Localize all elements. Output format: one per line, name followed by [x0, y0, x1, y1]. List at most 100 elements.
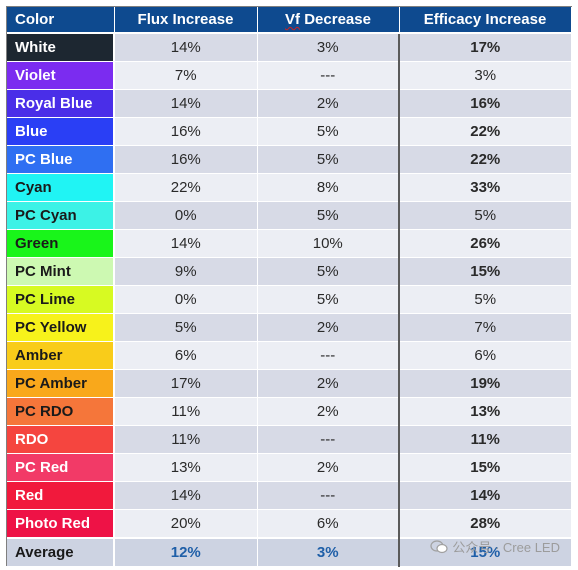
color-cell: PC Yellow [7, 313, 115, 342]
vf-decrease-cell: 6% [257, 509, 400, 539]
flux-increase-cell: 11% [114, 425, 258, 454]
efficacy-increase-cell: 7% [398, 313, 572, 342]
table-row: PC Amber 17% 2% 19% [7, 369, 572, 398]
table-row: PC Mint 9% 5% 15% [7, 257, 572, 286]
vf-decrease-cell: 10% [257, 229, 400, 258]
table-row: Royal Blue 14% 2% 16% [7, 89, 572, 118]
efficacy-increase-cell: 5% [398, 285, 572, 314]
efficacy-increase-cell: 16% [398, 89, 572, 118]
flux-increase-cell: 6% [114, 341, 258, 370]
color-cell: Amber [7, 341, 115, 370]
average-vf: 3% [257, 537, 400, 567]
flux-increase-cell: 20% [114, 509, 258, 539]
wechat-icon [430, 539, 448, 553]
flux-increase-cell: 14% [114, 33, 258, 62]
vf-decrease-cell: 3% [257, 33, 400, 62]
table-row: RDO 11% --- 11% [7, 425, 572, 454]
flux-increase-cell: 14% [114, 89, 258, 118]
header-row: Color Flux Increase Vf Decrease Efficacy… [7, 7, 572, 34]
efficacy-increase-cell: 19% [398, 369, 572, 398]
vf-decrease-cell: 2% [257, 453, 400, 482]
average-efficacy: 15% [398, 537, 572, 567]
vf-decrease-cell: --- [257, 341, 400, 370]
efficacy-increase-cell: 26% [398, 229, 572, 258]
header-efficacy-increase: Efficacy Increase [399, 7, 572, 34]
average-flux: 12% [114, 537, 258, 567]
header-vf-decrease: Vf Decrease [257, 7, 400, 34]
table-row: Blue 16% 5% 22% [7, 117, 572, 146]
table-row: Violet 7% --- 3% [7, 61, 572, 90]
table-row: White 14% 3% 17% [7, 33, 572, 62]
vf-decrease-cell: --- [257, 61, 400, 90]
header-flux-increase: Flux Increase [114, 7, 258, 34]
table-row: PC Yellow 5% 2% 7% [7, 313, 572, 342]
average-label: Average [7, 537, 115, 567]
vf-decrease-cell: 8% [257, 173, 400, 202]
color-cell: PC Mint [7, 257, 115, 286]
efficacy-increase-cell: 11% [398, 425, 572, 454]
flux-increase-cell: 16% [114, 145, 258, 174]
color-cell: PC Amber [7, 369, 115, 398]
flux-increase-cell: 5% [114, 313, 258, 342]
flux-increase-cell: 9% [114, 257, 258, 286]
header-vf-abbrev: Vf [285, 11, 301, 28]
vf-decrease-cell: --- [257, 425, 400, 454]
color-cell: Blue [7, 117, 115, 146]
flux-increase-cell: 0% [114, 285, 258, 314]
vf-decrease-cell: --- [257, 481, 400, 510]
color-cell: PC Lime [7, 285, 115, 314]
efficacy-increase-cell: 22% [398, 145, 572, 174]
efficacy-increase-cell: 3% [398, 61, 572, 90]
table-row: PC Cyan 0% 5% 5% [7, 201, 572, 230]
flux-increase-cell: 14% [114, 481, 258, 510]
header-color: Color [7, 7, 115, 34]
table-row: PC Lime 0% 5% 5% [7, 285, 572, 314]
efficacy-increase-cell: 15% [398, 257, 572, 286]
vf-decrease-cell: 2% [257, 369, 400, 398]
flux-increase-cell: 17% [114, 369, 258, 398]
color-cell: PC Cyan [7, 201, 115, 230]
flux-increase-cell: 13% [114, 453, 258, 482]
vf-decrease-cell: 5% [257, 201, 400, 230]
efficacy-table: Color Flux Increase Vf Decrease Efficacy… [7, 7, 572, 567]
color-cell: Photo Red [7, 509, 115, 539]
efficacy-increase-cell: 14% [398, 481, 572, 510]
color-cell: PC Red [7, 453, 115, 482]
color-cell: Green [7, 229, 115, 258]
color-cell: PC Blue [7, 145, 115, 174]
table-row: PC Red 13% 2% 15% [7, 453, 572, 482]
vf-decrease-cell: 5% [257, 285, 400, 314]
table-row: Red 14% --- 14% [7, 481, 572, 510]
flux-increase-cell: 14% [114, 229, 258, 258]
efficacy-increase-cell: 28% [398, 509, 572, 539]
table-row: Photo Red 20% 6% 28% [7, 509, 572, 539]
vf-decrease-cell: 5% [257, 145, 400, 174]
efficacy-increase-cell: 17% [398, 33, 572, 62]
table-row: PC RDO 11% 2% 13% [7, 397, 572, 426]
color-cell: White [7, 33, 115, 62]
flux-increase-cell: 0% [114, 201, 258, 230]
average-row: Average 12% 3% 15% [7, 537, 572, 567]
flux-increase-cell: 16% [114, 117, 258, 146]
flux-increase-cell: 22% [114, 173, 258, 202]
table-row: Cyan 22% 8% 33% [7, 173, 572, 202]
table-row: Amber 6% --- 6% [7, 341, 572, 370]
vf-decrease-cell: 5% [257, 117, 400, 146]
vf-decrease-cell: 2% [257, 397, 400, 426]
vf-decrease-cell: 2% [257, 89, 400, 118]
efficacy-increase-cell: 22% [398, 117, 572, 146]
efficacy-increase-cell: 33% [398, 173, 572, 202]
flux-increase-cell: 7% [114, 61, 258, 90]
color-cell: PC RDO [7, 397, 115, 426]
efficacy-increase-cell: 5% [398, 201, 572, 230]
color-cell: Cyan [7, 173, 115, 202]
vf-decrease-cell: 5% [257, 257, 400, 286]
color-cell: Red [7, 481, 115, 510]
watermark-text: 公众号 · Cree LED [452, 540, 560, 555]
vf-decrease-cell: 2% [257, 313, 400, 342]
table-row: Green 14% 10% 26% [7, 229, 572, 258]
flux-increase-cell: 11% [114, 397, 258, 426]
color-cell: Royal Blue [7, 89, 115, 118]
color-cell: RDO [7, 425, 115, 454]
efficacy-increase-cell: 13% [398, 397, 572, 426]
